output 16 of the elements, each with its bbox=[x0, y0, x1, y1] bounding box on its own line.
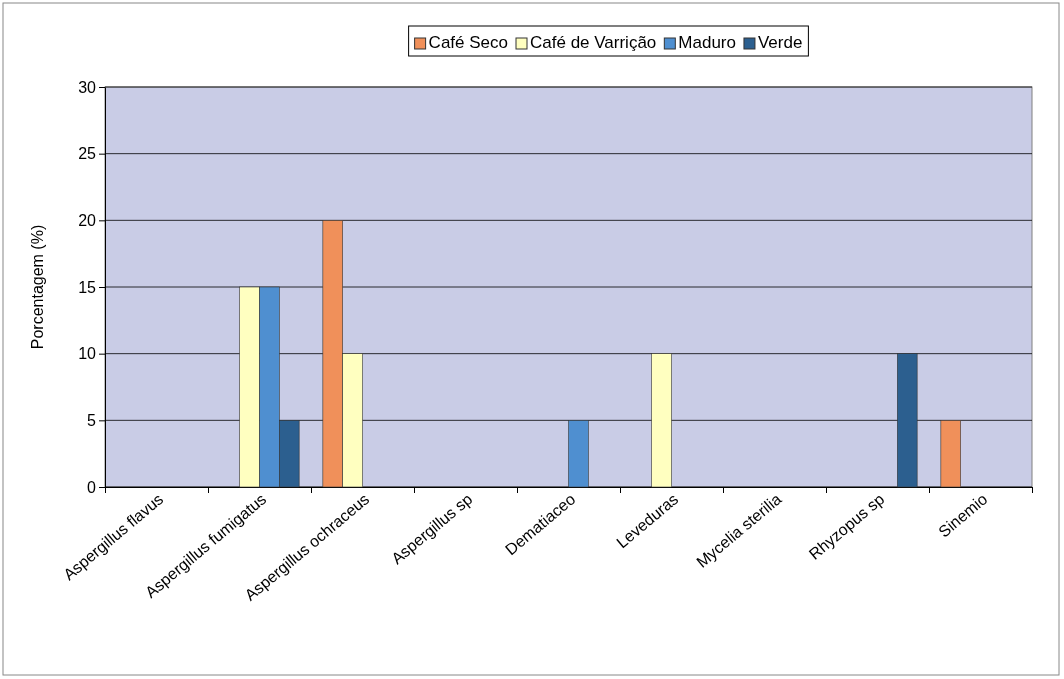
y-tick-label: 20 bbox=[78, 211, 97, 229]
bar bbox=[568, 420, 589, 488]
legend-label: Café de Varrição bbox=[530, 33, 657, 52]
legend-label: Verde bbox=[757, 33, 803, 52]
y-tick-label: 10 bbox=[78, 345, 97, 363]
y-tick-label: 30 bbox=[78, 78, 97, 96]
bar bbox=[940, 420, 961, 488]
y-tick-label: 25 bbox=[78, 145, 97, 163]
y-axis-title: Porcentagem (%) bbox=[29, 224, 46, 350]
legend-label: Café Seco bbox=[428, 33, 508, 52]
y-tick-label: 15 bbox=[78, 278, 97, 296]
bar bbox=[897, 353, 918, 488]
y-tick-label: 0 bbox=[87, 478, 97, 496]
bar bbox=[651, 353, 672, 488]
y-tick-label: 5 bbox=[87, 411, 97, 429]
legend-label: Maduro bbox=[678, 33, 736, 52]
